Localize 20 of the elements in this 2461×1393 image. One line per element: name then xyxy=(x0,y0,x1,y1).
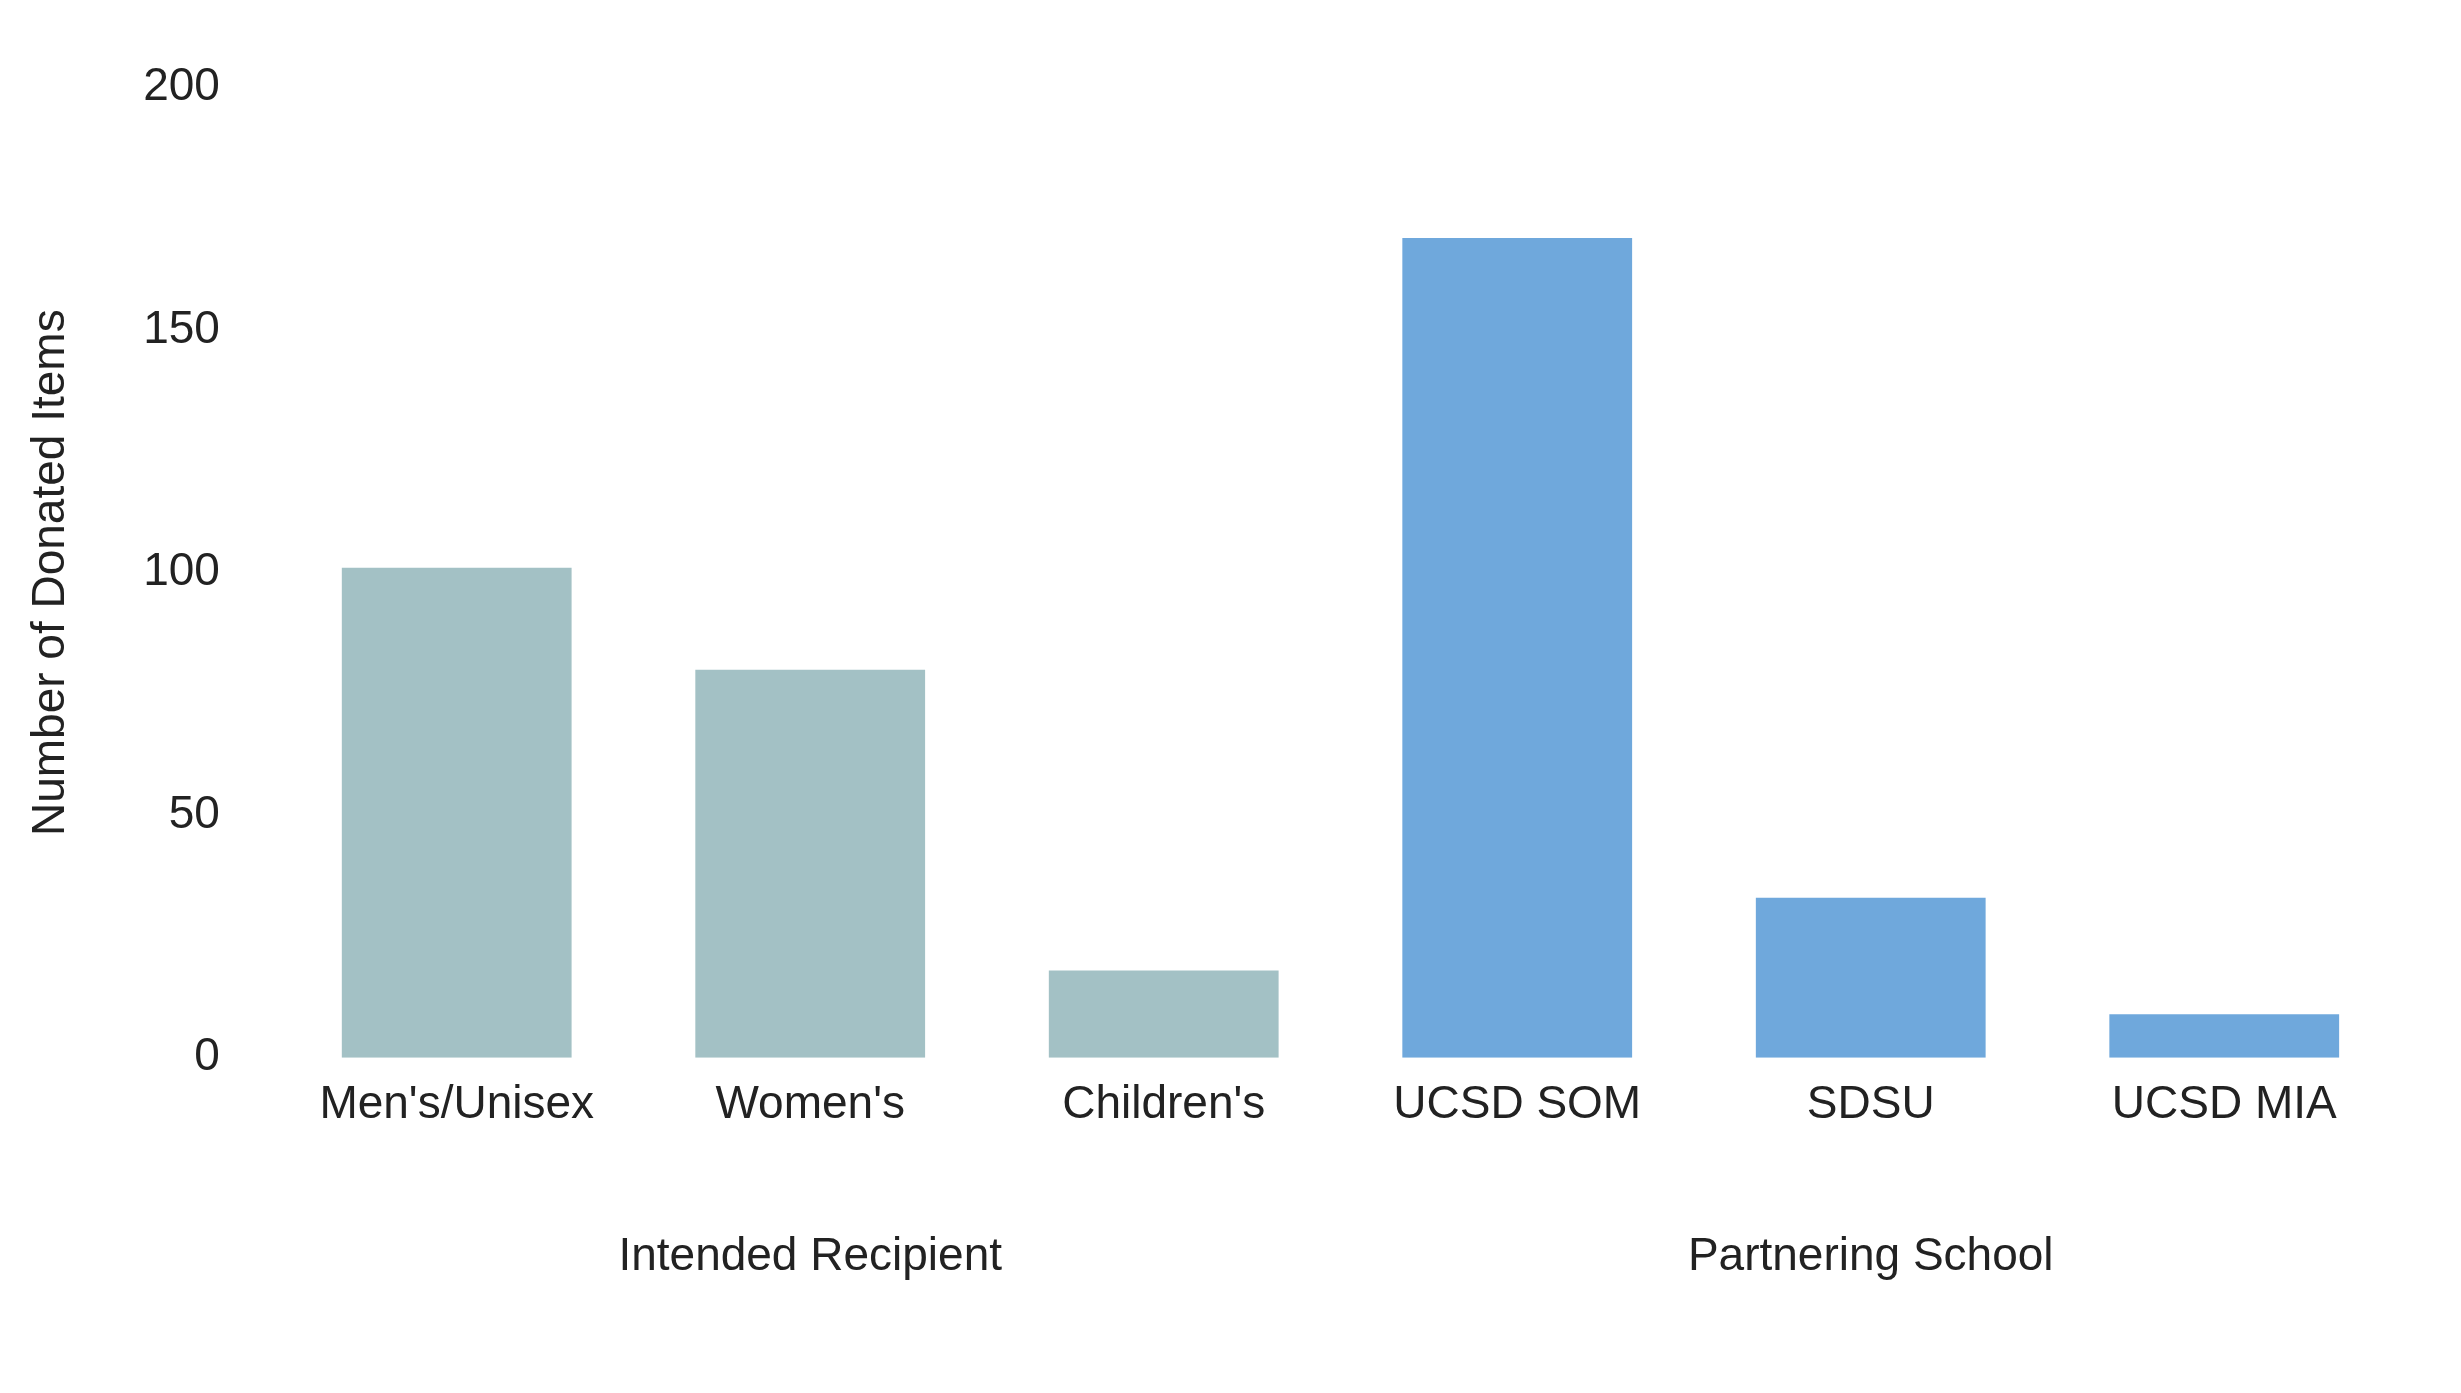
x-tick-label: Children's xyxy=(1062,1076,1266,1129)
bar xyxy=(341,567,572,1058)
bar xyxy=(1402,237,1633,1058)
y-tick-label: 200 xyxy=(143,58,220,111)
bar xyxy=(1755,897,1986,1058)
y-tick-label: 100 xyxy=(143,543,220,596)
text: Partnering School xyxy=(1687,1228,2054,1281)
bar xyxy=(1048,970,1279,1058)
bar xyxy=(695,669,926,1058)
y-axis-title: Number of Donated Items xyxy=(22,309,75,837)
x-tick-label: SDSU xyxy=(1806,1076,1935,1129)
x-tick-label: Men's/Unisex xyxy=(319,1076,595,1129)
bar xyxy=(2109,1014,2340,1058)
y-tick-label: 50 xyxy=(168,785,220,838)
y-tick-label: 150 xyxy=(143,300,220,353)
x-tick-label: Women's xyxy=(715,1076,905,1129)
y-tick-label: 0 xyxy=(194,1028,220,1081)
x-tick-label: UCSD SOM xyxy=(1393,1076,1642,1129)
text: Intended Recipient xyxy=(618,1228,1003,1281)
x-tick-label: UCSD MIA xyxy=(2111,1076,2338,1129)
